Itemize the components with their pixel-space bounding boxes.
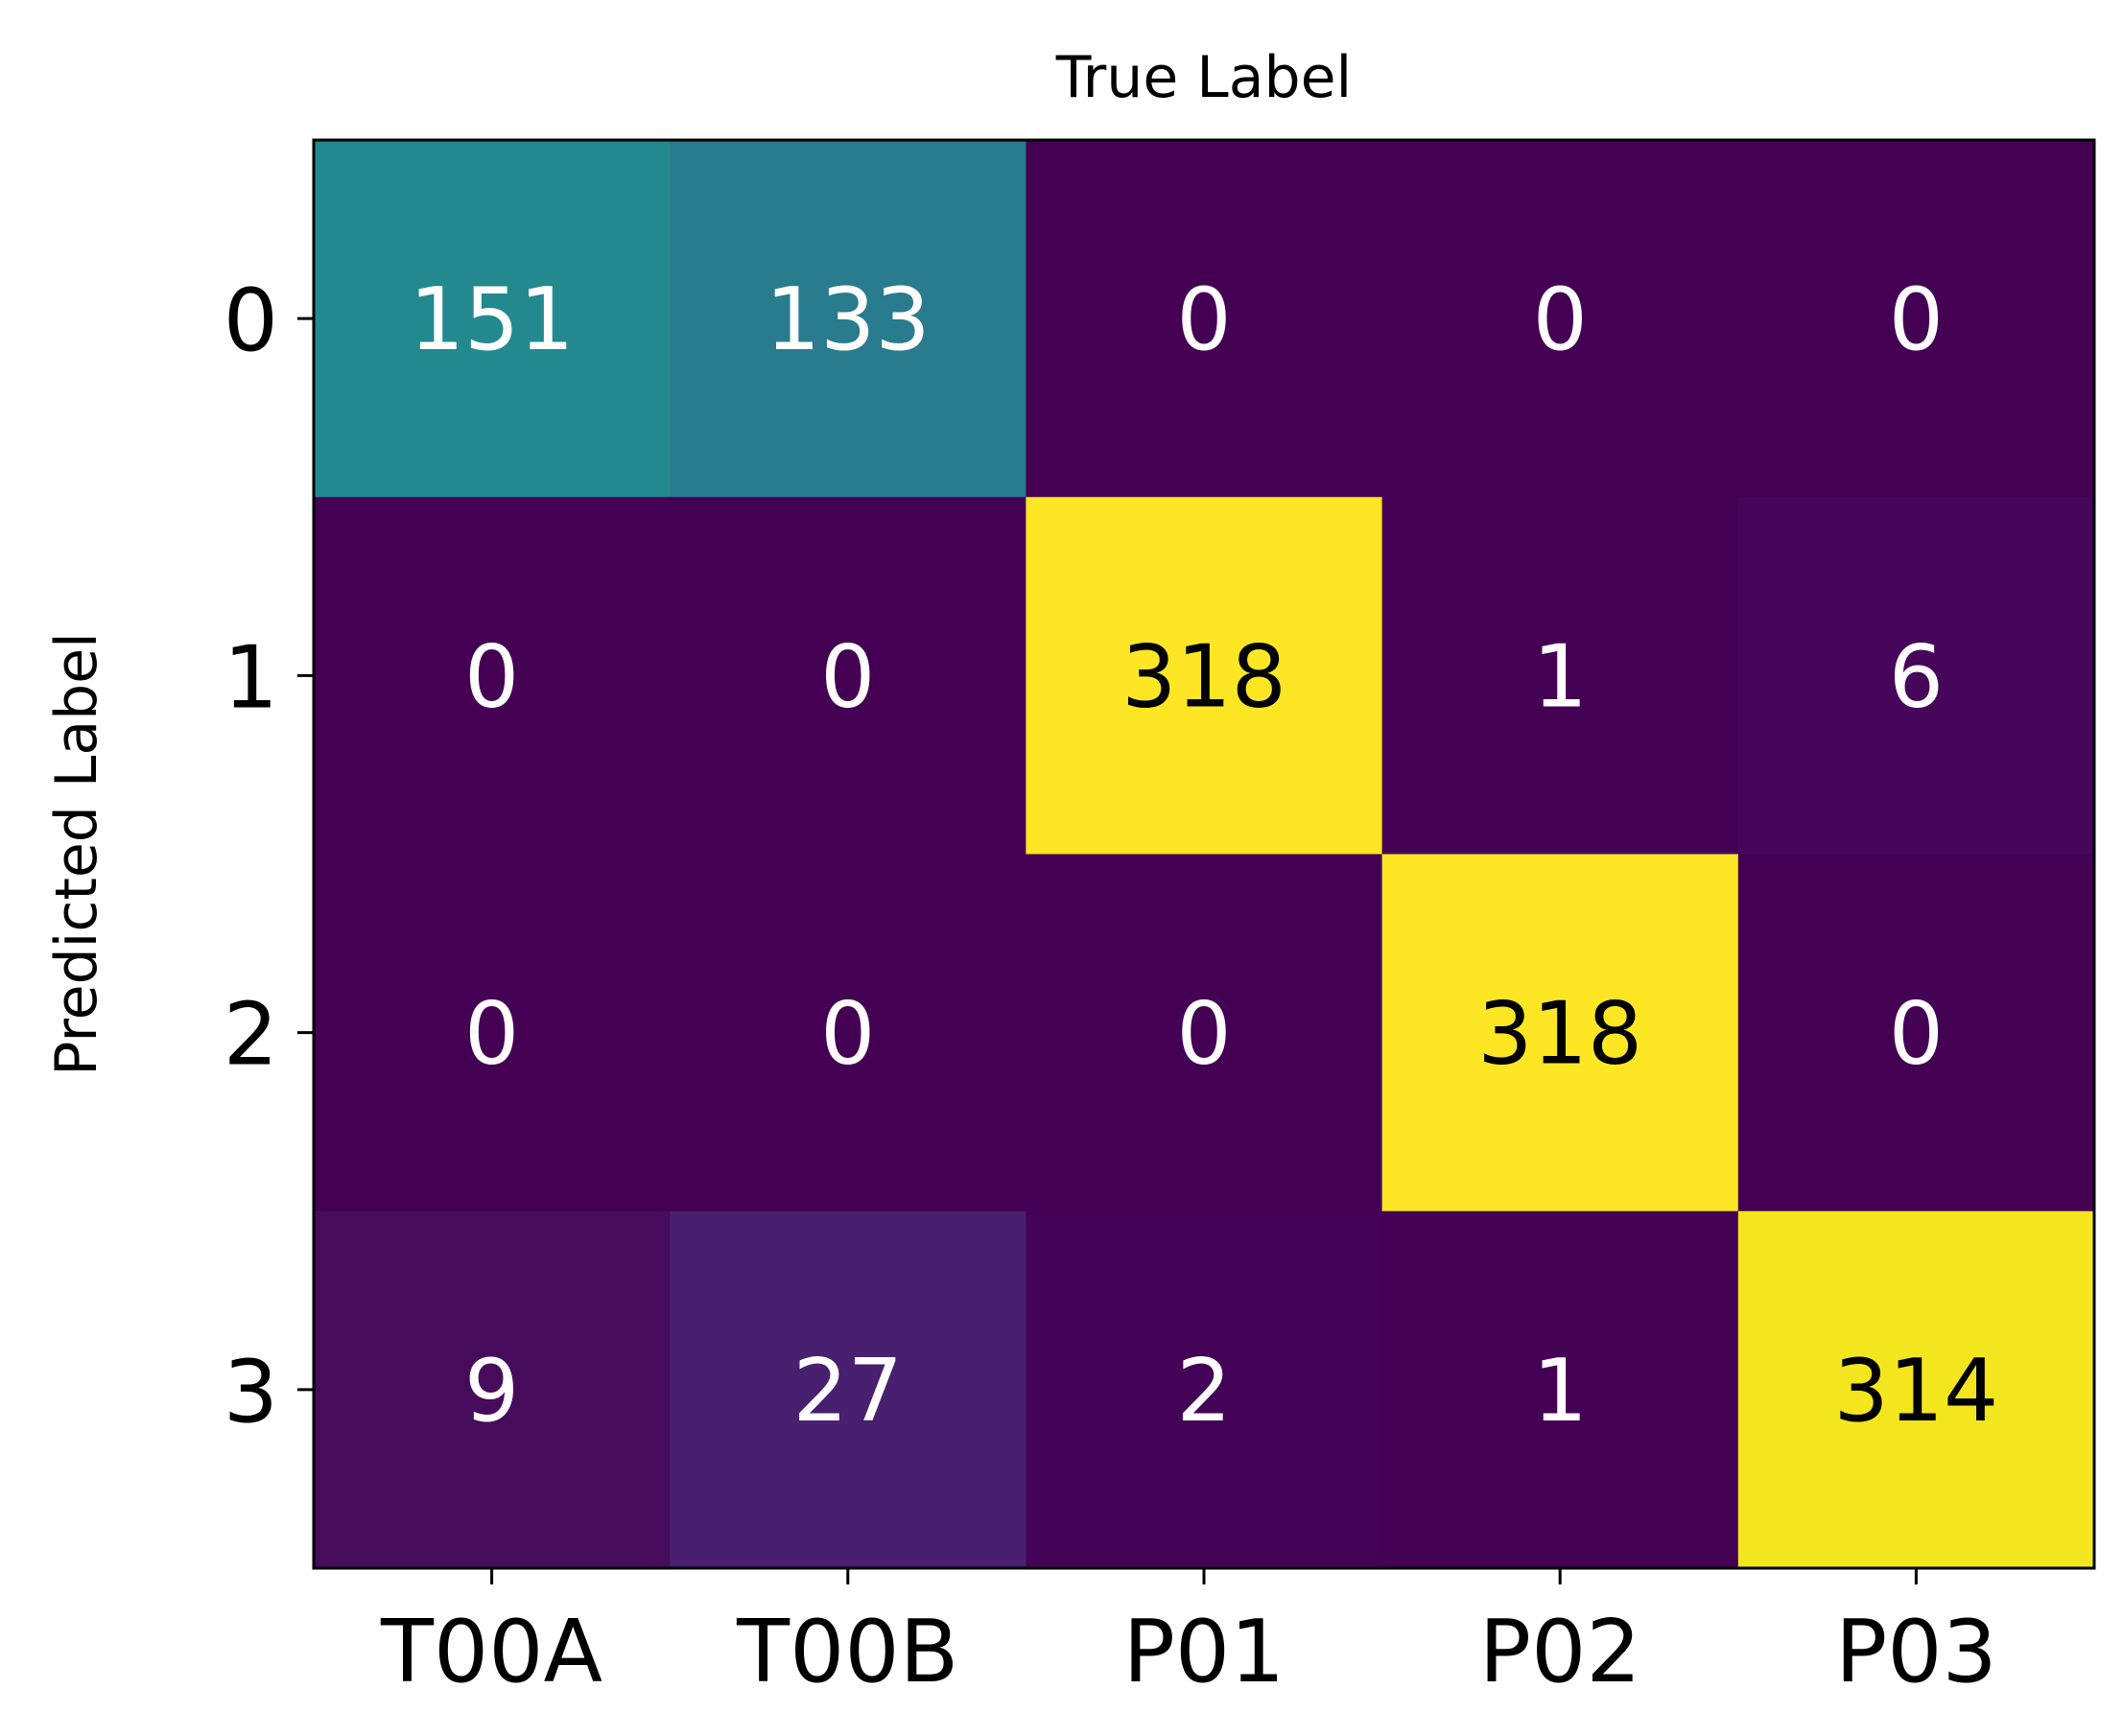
cell-value-label: 151 [410,270,575,370]
heatmap-cell [670,140,1026,498]
cell-value-label: 0 [1176,270,1231,370]
heatmap-cells: 151 133 0 0 0 0 0 318 1 6 0 0 0 318 0 9 27 2 1 314 [314,140,2095,1569]
x-tick-label: T00A [380,1602,602,1702]
heatmap-cell [670,1210,1026,1569]
cell-value-label: 2 [1176,1341,1231,1442]
cell-value-label: 0 [1889,270,1944,370]
cell-value-label: 6 [1889,626,1944,727]
y-axis-ticks: 0 1 2 3 [224,270,314,1443]
chart-title: True Label [1055,44,1352,111]
y-tick-label: 0 [224,270,278,371]
x-tick-label: P03 [1835,1602,1997,1702]
y-tick-label: 2 [224,985,278,1086]
x-tick-label: P02 [1479,1602,1641,1702]
cell-value-label: 0 [1533,270,1588,370]
cell-value-label: 318 [1477,984,1642,1085]
cell-value-label: 133 [766,270,931,370]
cell-value-label: 27 [793,1341,904,1442]
heatmap-cell [1737,1210,2095,1569]
heatmap-cell [1381,140,1739,498]
x-axis-ticks: T00A T00B P01 P02 P03 [380,1568,1997,1702]
heatmap-cell [1737,497,2095,855]
heatmap-cell [1026,1210,1383,1569]
cell-value-label: 0 [1176,984,1231,1085]
cell-value-label: 0 [464,626,519,727]
heatmap-cell [314,1210,671,1569]
heatmap-cell [1026,854,1383,1212]
heatmap-cell [314,497,671,855]
cell-value-label: 314 [1834,1341,1999,1442]
cell-value-label: 1 [1533,1341,1588,1442]
heatmap-cell [1737,854,2095,1212]
cell-value-label: 1 [1533,626,1588,727]
heatmap-cell [1381,1210,1739,1569]
heatmap-cell [1737,140,2095,498]
x-tick-label: P01 [1123,1602,1286,1702]
y-axis-label: Predicted Label [43,632,110,1076]
heatmap-cell [1026,497,1383,855]
y-tick-label: 3 [224,1342,278,1443]
cell-value-label: 0 [1889,984,1944,1085]
cell-value-label: 0 [820,984,875,1085]
heatmap-cell [670,497,1026,855]
cell-value-label: 9 [464,1341,519,1442]
cell-value-label: 0 [820,626,875,727]
x-tick-label: T00B [736,1602,958,1702]
cell-value-label: 0 [464,984,519,1085]
cell-value-label: 318 [1121,626,1286,727]
heatmap-cell [1381,497,1739,855]
heatmap-cell [314,854,671,1212]
heatmap-cell [1381,854,1739,1212]
y-tick-label: 1 [224,627,278,728]
heatmap-cell [670,854,1026,1212]
heatmap-cell [1026,140,1383,498]
heatmap-cell [314,140,671,498]
